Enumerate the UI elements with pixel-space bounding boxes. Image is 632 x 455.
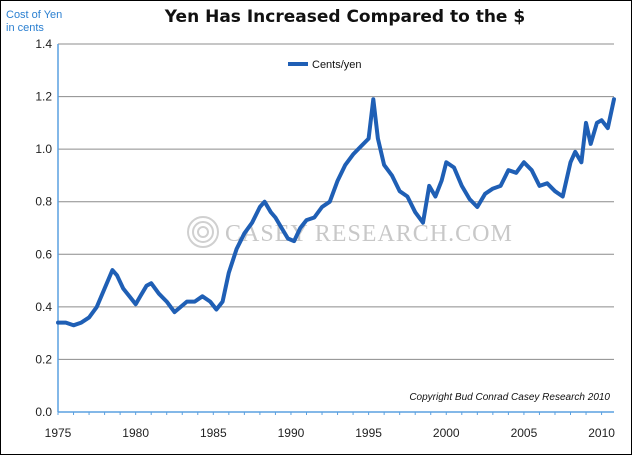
copyright-note: Copyright Bud Conrad Casey Research 2010 [409,392,610,403]
legend-label: Cents/yen [312,59,362,71]
y-tick-label: 0.8 [35,195,52,209]
x-tick-label: 2000 [433,426,460,440]
series-line-cents-yen [56,97,616,328]
y-tick-label: 0.0 [35,405,52,419]
y-tick-label: 1.0 [35,142,52,156]
x-tick-labels: 1975 1980 1985 1990 1995 2000 2005 2010 [45,426,616,440]
x-tick-label: 2010 [588,426,615,440]
y-tick-label: 1.2 [35,90,52,104]
chart-title: Yen Has Increased Compared to the $ [164,7,525,27]
x-tick-label: 1990 [278,426,305,440]
legend: Cents/yen [288,59,362,71]
y-axis-label-line-2: in cents [6,22,44,34]
y-axis-label-line-1: Cost of Yen [6,9,62,21]
y-tick-label: 0.6 [35,247,52,261]
y-tick-labels: 0.0 0.2 0.4 0.6 0.8 1.0 1.2 1.4 [35,37,52,419]
series-layer [56,97,616,328]
axes [57,44,614,415]
x-tick-label: 1985 [200,426,227,440]
x-tick-label: 2005 [511,426,538,440]
grid-lines [58,43,614,360]
x-tick-label: 1975 [45,426,72,440]
x-tick-label: 1995 [355,426,382,440]
x-tick-label: 1980 [122,426,149,440]
y-tick-label: 0.4 [35,300,52,314]
y-tick-label: 0.2 [35,352,52,366]
watermark-text: CASEY RESEARCH.COM [225,221,513,247]
watermark: CASEY RESEARCH.COM [187,216,513,248]
y-tick-label: 1.4 [35,37,52,51]
